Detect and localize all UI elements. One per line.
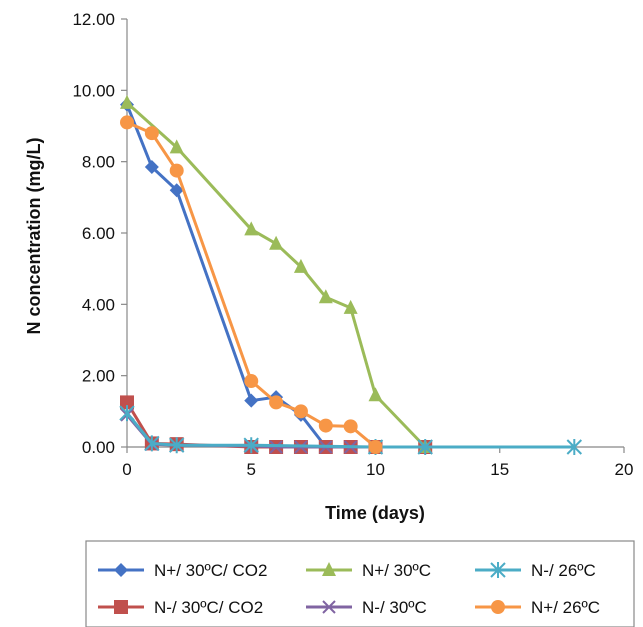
legend-label: N+/ 26ºC — [531, 598, 600, 617]
data-point — [169, 139, 184, 154]
y-tick-label: 4.00 — [82, 295, 115, 314]
data-point — [368, 440, 383, 454]
data-point — [144, 160, 159, 175]
y-tick-label: 12.00 — [72, 10, 115, 29]
legend-label: N-/ 30ºC/ CO2 — [154, 598, 263, 617]
series-5 — [120, 115, 383, 454]
legend-item: N-/ 30ºC — [306, 598, 427, 617]
legend-box — [85, 540, 635, 627]
data-point — [269, 235, 284, 250]
legend-item: N+/ 26ºC — [475, 598, 600, 617]
data-point — [269, 395, 284, 410]
legend-item: N+/ 30ºC — [306, 561, 431, 580]
data-point — [566, 439, 583, 455]
legend-label: N-/ 30ºC — [362, 598, 427, 617]
data-point — [343, 299, 358, 314]
legend-item: N-/ 30ºC/ CO2 — [98, 598, 263, 617]
data-point — [244, 374, 259, 389]
data-point — [120, 115, 134, 130]
data-point — [244, 221, 259, 236]
y-tick-label: 2.00 — [82, 367, 115, 386]
y-tick-label: 6.00 — [82, 224, 115, 243]
series-2 — [120, 94, 433, 453]
legend-marker — [490, 562, 506, 578]
legend-item: N+/ 30ºC/ CO2 — [98, 561, 267, 580]
legend-marker — [114, 563, 128, 577]
legend-label: N+/ 30ºC/ CO2 — [154, 561, 267, 580]
data-point — [293, 404, 308, 419]
data-point — [120, 94, 134, 109]
y-tick-label: 0.00 — [82, 438, 115, 457]
data-point — [318, 289, 333, 304]
data-point — [169, 163, 184, 178]
legend-marker — [491, 600, 505, 614]
data-point — [318, 418, 333, 433]
legend-marker — [114, 600, 128, 614]
legend-item: N-/ 26ºC — [475, 561, 596, 580]
data-point — [244, 393, 259, 408]
data-point — [243, 437, 259, 454]
data-point — [343, 419, 358, 434]
legend: N+/ 30ºC/ CO2 N+/ 30ºC N-/ 26ºC N-/ 30ºC/ C… — [85, 540, 635, 627]
y-tick-label: 8.00 — [82, 153, 115, 172]
legend-marker — [322, 600, 336, 614]
x-tick-label: 10 — [366, 460, 385, 479]
data-point — [417, 439, 433, 455]
x-tick-label: 0 — [122, 460, 131, 479]
data-point — [144, 126, 159, 141]
data-point — [169, 183, 184, 198]
legend-label: N+/ 30ºC — [362, 561, 431, 580]
y-axis-title: N concentration (mg/L) — [24, 137, 44, 334]
x-tick-label: 5 — [247, 460, 256, 479]
data-point — [168, 437, 185, 454]
legend-marker — [322, 562, 336, 576]
data-point — [144, 435, 160, 452]
legend-label: N-/ 26ºC — [531, 561, 596, 580]
data-point — [368, 387, 383, 402]
x-axis-title: Time (days) — [325, 503, 425, 523]
y-tick-label: 10.00 — [72, 81, 115, 100]
data-point — [293, 258, 308, 273]
data-point — [120, 395, 134, 410]
data-point — [119, 405, 135, 422]
series-layer — [119, 94, 583, 455]
x-tick-label: 15 — [490, 460, 509, 479]
tick-labels: 0.00 2.00 4.00 6.00 8.00 10.00 12.00 0 5 10 15 20 — [72, 10, 633, 479]
x-tick-label: 20 — [615, 460, 634, 479]
